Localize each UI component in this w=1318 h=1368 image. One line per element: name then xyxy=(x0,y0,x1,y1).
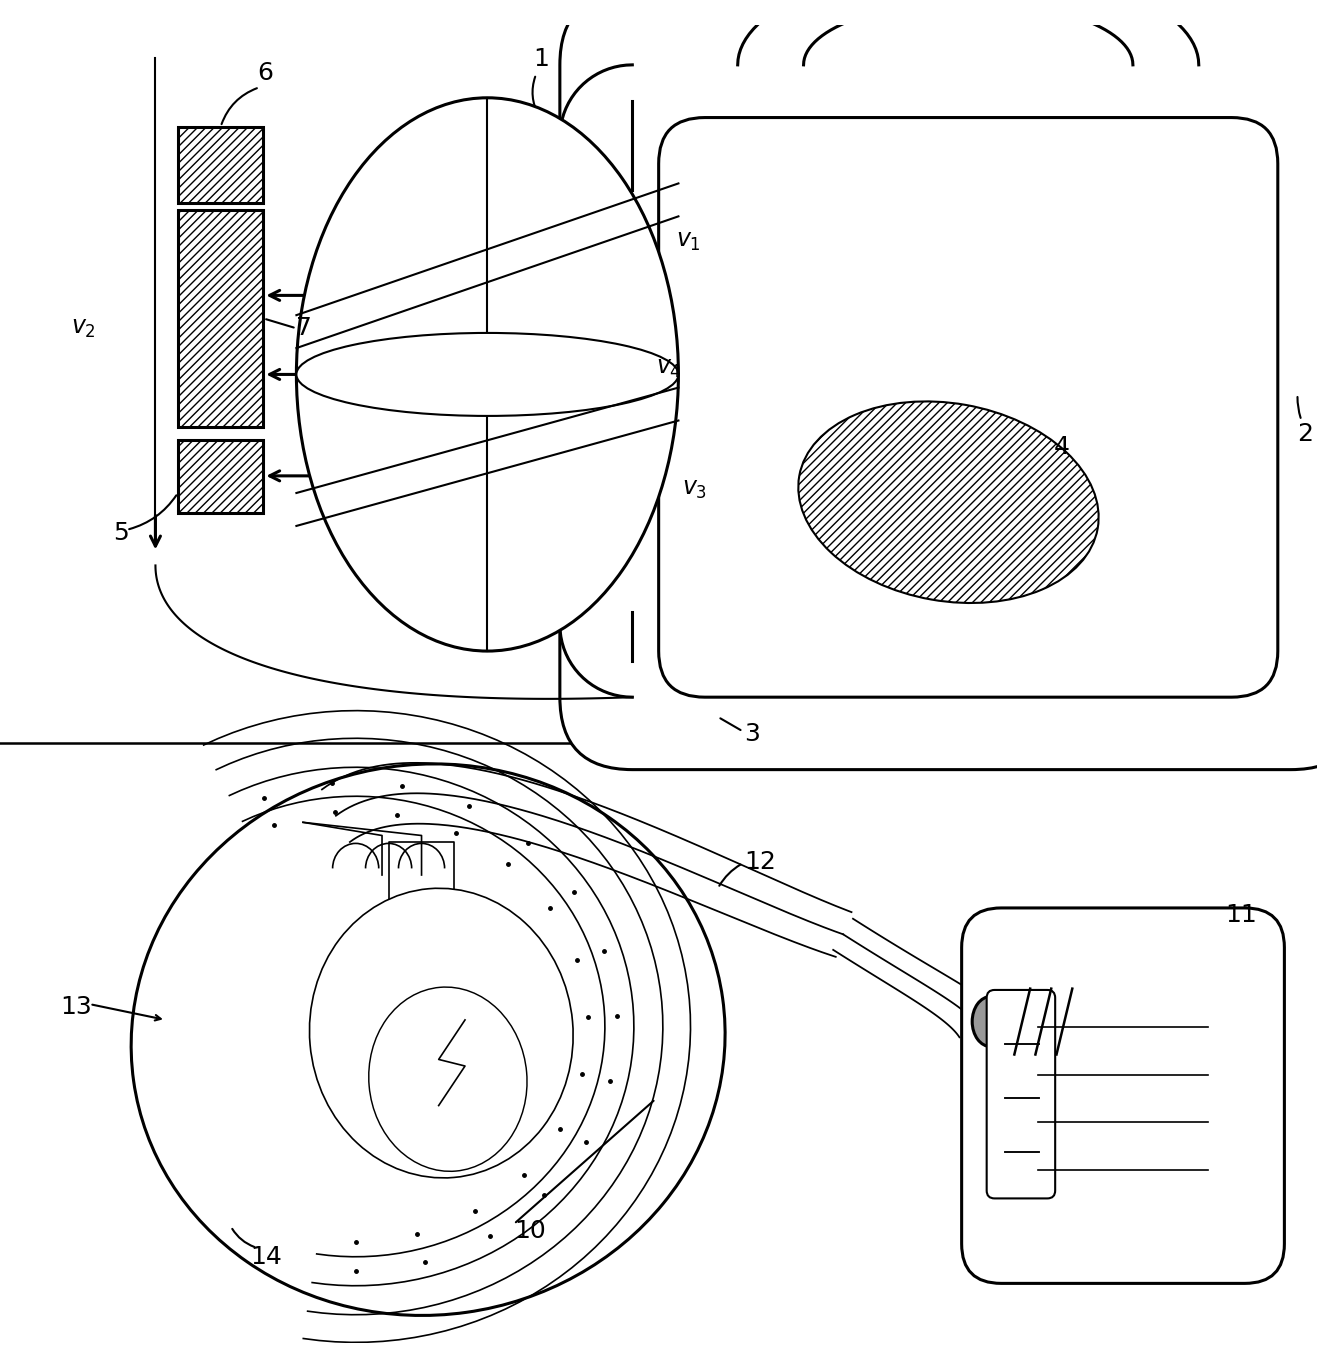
Text: $v_3$: $v_3$ xyxy=(683,477,708,501)
Text: $v_4$: $v_4$ xyxy=(656,356,681,380)
Ellipse shape xyxy=(973,996,1010,1047)
Text: 11: 11 xyxy=(1226,903,1257,926)
Text: 14: 14 xyxy=(250,1245,282,1270)
FancyBboxPatch shape xyxy=(659,118,1278,698)
Ellipse shape xyxy=(297,332,679,416)
Text: 7: 7 xyxy=(297,316,312,341)
Text: 2: 2 xyxy=(1297,421,1314,446)
Text: 3: 3 xyxy=(745,722,760,746)
Text: 1: 1 xyxy=(534,48,550,71)
FancyBboxPatch shape xyxy=(178,209,264,427)
Ellipse shape xyxy=(369,988,527,1171)
Text: 12: 12 xyxy=(745,850,776,874)
FancyBboxPatch shape xyxy=(178,127,264,204)
FancyBboxPatch shape xyxy=(962,908,1284,1283)
Text: 13: 13 xyxy=(61,995,92,1019)
Ellipse shape xyxy=(297,97,679,651)
Text: 10: 10 xyxy=(514,1219,546,1242)
Text: $v_2$: $v_2$ xyxy=(71,316,95,341)
FancyBboxPatch shape xyxy=(987,990,1056,1198)
Text: $v_1$: $v_1$ xyxy=(676,230,701,253)
Ellipse shape xyxy=(310,888,573,1178)
FancyBboxPatch shape xyxy=(560,0,1318,770)
Text: 4: 4 xyxy=(1054,435,1070,458)
Ellipse shape xyxy=(132,763,725,1316)
Ellipse shape xyxy=(799,401,1099,603)
Text: 5: 5 xyxy=(113,520,129,544)
FancyBboxPatch shape xyxy=(178,440,264,513)
Text: 6: 6 xyxy=(257,60,273,85)
